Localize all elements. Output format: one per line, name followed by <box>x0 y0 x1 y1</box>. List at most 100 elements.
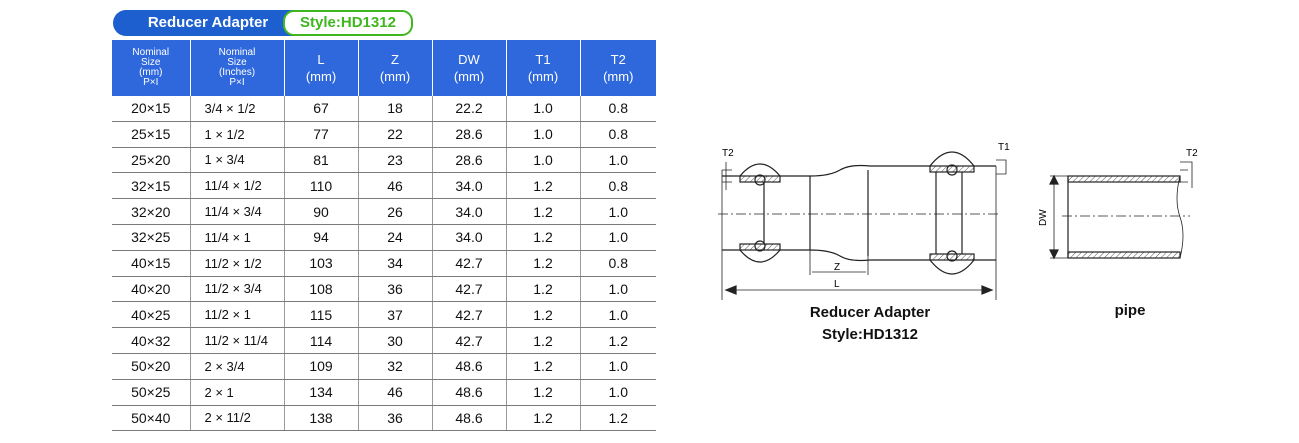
table-cell: 11/4 × 1/2 <box>190 172 285 200</box>
table-row: 25×15 1 × 1/2 77 22 28.6 1.0 0.8 <box>112 121 656 148</box>
title-pill: Reducer Adapter <box>113 10 303 36</box>
drawing-caption-title: Reducer Adapter <box>809 304 931 321</box>
technical-drawing: T2 T1 Z L T2 DW <box>718 142 1198 300</box>
col-header-dw: DW (mm) <box>432 40 507 96</box>
table-cell: 1.0 <box>580 379 656 406</box>
col-header-t1: T1 (mm) <box>506 40 581 96</box>
table-cell: 40×20 <box>112 276 191 303</box>
table-row: 25×20 1 × 3/4 81 23 28.6 1.0 1.0 <box>112 147 656 174</box>
table-cell: 1.0 <box>580 353 656 380</box>
table-row: 32×15 11/4 × 1/2 110 46 34.0 1.2 0.8 <box>112 172 656 200</box>
table-cell: 81 <box>284 147 359 174</box>
header-line: (mm) <box>453 69 485 84</box>
table-cell: 109 <box>284 353 359 380</box>
table-row: 50×40 2 × 11/2 138 36 48.6 1.2 1.2 <box>112 405 656 432</box>
spec-table: Nominal Size (mm) P×I Nominal Size (Inch… <box>112 40 656 432</box>
t1-label: T1 <box>998 142 1010 153</box>
table-cell: 37 <box>358 301 433 329</box>
col-header-t2: T2 (mm) <box>580 40 656 96</box>
header-line: L <box>317 52 325 67</box>
table-cell: 1.2 <box>580 327 656 354</box>
table-cell: 18 <box>358 96 433 122</box>
table-cell: 11/2 × 1 <box>190 301 285 329</box>
l-label: L <box>834 279 840 290</box>
table-cell: 48.6 <box>432 379 507 406</box>
header-line: (mm) <box>305 69 337 84</box>
table-cell: 90 <box>284 198 359 225</box>
table-cell: 32×25 <box>112 224 191 251</box>
table-cell: 50×25 <box>112 379 191 406</box>
table-cell: 32×20 <box>112 198 191 225</box>
pipe-caption: pipe <box>1114 302 1146 319</box>
table-cell: 34.0 <box>432 224 507 251</box>
table-cell: 0.8 <box>580 250 656 277</box>
table-cell: 77 <box>284 121 359 148</box>
table-cell: 26 <box>358 198 433 225</box>
table-cell: 1.2 <box>506 301 581 329</box>
table-row: 40×20 11/2 × 3/4 108 36 42.7 1.2 1.0 <box>112 276 656 303</box>
table-cell: 25×15 <box>112 121 191 148</box>
t2-fitting-label: T2 <box>722 148 734 159</box>
table-cell: 40×25 <box>112 301 191 329</box>
table-cell: 46 <box>358 172 433 200</box>
table-cell: 20×15 <box>112 96 191 122</box>
table-header-row: Nominal Size (mm) P×I Nominal Size (Inch… <box>112 40 656 96</box>
table-cell: 22 <box>358 121 433 148</box>
table-cell: 11/2 × 1/2 <box>190 250 285 277</box>
table-cell: 40×15 <box>112 250 191 277</box>
table-cell: 1.2 <box>506 224 581 251</box>
table-cell: 1.0 <box>580 147 656 174</box>
table-cell: 36 <box>358 405 433 432</box>
table-cell: 46 <box>358 379 433 406</box>
table-cell: 11/4 × 1 <box>190 224 285 251</box>
table-cell: 1.0 <box>580 224 656 251</box>
header-line: T1 <box>535 52 551 67</box>
table-cell: 108 <box>284 276 359 303</box>
table-cell: 32×15 <box>112 172 191 200</box>
table-cell: 34.0 <box>432 172 507 200</box>
table-cell: 0.8 <box>580 172 656 200</box>
table-cell: 30 <box>358 327 433 354</box>
header-line: P×I <box>229 77 245 88</box>
table-cell: 3/4 × 1/2 <box>190 96 285 122</box>
table-cell: 1.0 <box>506 121 581 148</box>
table-cell: 42.7 <box>432 250 507 277</box>
table-cell: 1.2 <box>506 379 581 406</box>
table-cell: 1.0 <box>580 301 656 329</box>
t2-pipe-label: T2 <box>1186 148 1198 159</box>
table-cell: 1.0 <box>506 96 581 122</box>
table-cell: 34 <box>358 250 433 277</box>
table-cell: 42.7 <box>432 301 507 329</box>
table-row: 32×25 11/4 × 1 94 24 34.0 1.2 1.0 <box>112 224 656 251</box>
header-line: Size <box>227 57 247 68</box>
table-cell: 110 <box>284 172 359 200</box>
table-cell: 11/2 × 11/4 <box>190 327 285 354</box>
table-cell: 1.0 <box>506 147 581 174</box>
table-cell: 24 <box>358 224 433 251</box>
table-cell: 1 × 3/4 <box>190 147 285 174</box>
col-header-nominal-mm: Nominal Size (mm) P×I <box>112 40 191 96</box>
table-cell: 22.2 <box>432 96 507 122</box>
table-cell: 34.0 <box>432 198 507 225</box>
table-row: 50×25 2 × 1 134 46 48.6 1.2 1.0 <box>112 379 656 406</box>
table-cell: 1.0 <box>580 276 656 303</box>
z-label: Z <box>834 262 840 273</box>
header-line: DW <box>458 52 480 67</box>
table-cell: 25×20 <box>112 147 191 174</box>
table-cell: 1.2 <box>506 327 581 354</box>
table-cell: 50×20 <box>112 353 191 380</box>
table-cell: 28.6 <box>432 121 507 148</box>
header-line: Z <box>391 52 399 67</box>
header-line: (mm) <box>139 67 163 78</box>
header-line: Nominal <box>218 47 256 58</box>
table-cell: 134 <box>284 379 359 406</box>
table-cell: 11/2 × 3/4 <box>190 276 285 303</box>
header-line: Nominal <box>132 47 170 58</box>
table-cell: 114 <box>284 327 359 354</box>
header-line: Size <box>141 57 161 68</box>
table-cell: 1.2 <box>506 276 581 303</box>
header-line: (mm) <box>527 69 559 84</box>
table-cell: 32 <box>358 353 433 380</box>
table-row: 50×20 2 × 3/4 109 32 48.6 1.2 1.0 <box>112 353 656 380</box>
header-line: (Inches) <box>218 67 256 78</box>
